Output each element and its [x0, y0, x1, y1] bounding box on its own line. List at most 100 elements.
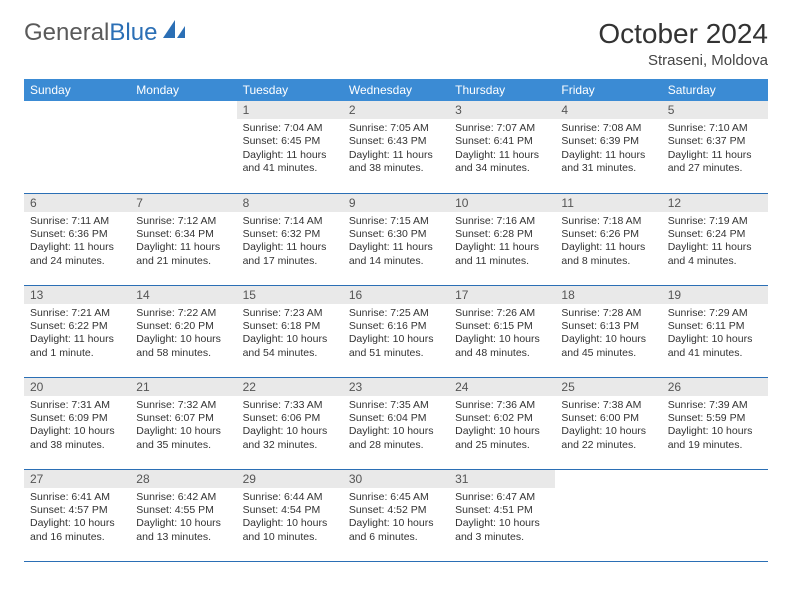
day-info: Sunrise: 7:16 AMSunset: 6:28 PMDaylight:… [449, 212, 555, 273]
day-cell: 23Sunrise: 7:35 AMSunset: 6:04 PMDayligh… [343, 377, 449, 469]
day-info: Sunrise: 7:35 AMSunset: 6:04 PMDaylight:… [343, 396, 449, 457]
weekday-header: Sunday [24, 79, 130, 101]
calendar-row: 13Sunrise: 7:21 AMSunset: 6:22 PMDayligh… [24, 285, 768, 377]
day-number: 15 [237, 286, 343, 304]
day-cell: 31Sunrise: 6:47 AMSunset: 4:51 PMDayligh… [449, 469, 555, 561]
day-number: 3 [449, 101, 555, 119]
empty-cell [24, 101, 130, 193]
day-number: 19 [662, 286, 768, 304]
day-cell: 15Sunrise: 7:23 AMSunset: 6:18 PMDayligh… [237, 285, 343, 377]
day-cell: 5Sunrise: 7:10 AMSunset: 6:37 PMDaylight… [662, 101, 768, 193]
empty-cell [662, 469, 768, 561]
day-number: 2 [343, 101, 449, 119]
day-info: Sunrise: 7:18 AMSunset: 6:26 PMDaylight:… [555, 212, 661, 273]
day-number: 4 [555, 101, 661, 119]
day-number: 21 [130, 378, 236, 396]
day-info: Sunrise: 7:15 AMSunset: 6:30 PMDaylight:… [343, 212, 449, 273]
day-info: Sunrise: 6:45 AMSunset: 4:52 PMDaylight:… [343, 488, 449, 549]
day-number: 27 [24, 470, 130, 488]
day-info: Sunrise: 7:25 AMSunset: 6:16 PMDaylight:… [343, 304, 449, 365]
day-info: Sunrise: 7:33 AMSunset: 6:06 PMDaylight:… [237, 396, 343, 457]
day-cell: 27Sunrise: 6:41 AMSunset: 4:57 PMDayligh… [24, 469, 130, 561]
weekday-header-row: SundayMondayTuesdayWednesdayThursdayFrid… [24, 79, 768, 101]
day-cell: 7Sunrise: 7:12 AMSunset: 6:34 PMDaylight… [130, 193, 236, 285]
weekday-header: Wednesday [343, 79, 449, 101]
day-info: Sunrise: 7:05 AMSunset: 6:43 PMDaylight:… [343, 119, 449, 180]
day-number: 26 [662, 378, 768, 396]
day-info: Sunrise: 7:08 AMSunset: 6:39 PMDaylight:… [555, 119, 661, 180]
weekday-header: Monday [130, 79, 236, 101]
day-info: Sunrise: 7:38 AMSunset: 6:00 PMDaylight:… [555, 396, 661, 457]
day-info: Sunrise: 7:14 AMSunset: 6:32 PMDaylight:… [237, 212, 343, 273]
logo-text-2: Blue [109, 19, 157, 47]
weekday-header: Friday [555, 79, 661, 101]
day-info: Sunrise: 7:11 AMSunset: 6:36 PMDaylight:… [24, 212, 130, 273]
day-cell: 20Sunrise: 7:31 AMSunset: 6:09 PMDayligh… [24, 377, 130, 469]
day-info: Sunrise: 7:32 AMSunset: 6:07 PMDaylight:… [130, 396, 236, 457]
day-info: Sunrise: 6:47 AMSunset: 4:51 PMDaylight:… [449, 488, 555, 549]
day-number: 25 [555, 378, 661, 396]
day-number: 11 [555, 194, 661, 212]
header: GeneralBlue October 2024 Straseni, Moldo… [24, 18, 768, 69]
day-cell: 13Sunrise: 7:21 AMSunset: 6:22 PMDayligh… [24, 285, 130, 377]
day-cell: 10Sunrise: 7:16 AMSunset: 6:28 PMDayligh… [449, 193, 555, 285]
day-info: Sunrise: 7:39 AMSunset: 5:59 PMDaylight:… [662, 396, 768, 457]
day-number: 28 [130, 470, 236, 488]
day-cell: 18Sunrise: 7:28 AMSunset: 6:13 PMDayligh… [555, 285, 661, 377]
day-info: Sunrise: 7:04 AMSunset: 6:45 PMDaylight:… [237, 119, 343, 180]
day-info: Sunrise: 7:31 AMSunset: 6:09 PMDaylight:… [24, 396, 130, 457]
day-cell: 28Sunrise: 6:42 AMSunset: 4:55 PMDayligh… [130, 469, 236, 561]
day-number: 8 [237, 194, 343, 212]
calendar-table: SundayMondayTuesdayWednesdayThursdayFrid… [24, 79, 768, 561]
day-number: 6 [24, 194, 130, 212]
day-number: 29 [237, 470, 343, 488]
day-cell: 11Sunrise: 7:18 AMSunset: 6:26 PMDayligh… [555, 193, 661, 285]
day-cell: 17Sunrise: 7:26 AMSunset: 6:15 PMDayligh… [449, 285, 555, 377]
day-number: 31 [449, 470, 555, 488]
day-number: 7 [130, 194, 236, 212]
logo-sail-icon [161, 18, 189, 47]
page-title: October 2024 [598, 18, 768, 50]
day-number: 14 [130, 286, 236, 304]
day-cell: 21Sunrise: 7:32 AMSunset: 6:07 PMDayligh… [130, 377, 236, 469]
day-number: 17 [449, 286, 555, 304]
day-cell: 19Sunrise: 7:29 AMSunset: 6:11 PMDayligh… [662, 285, 768, 377]
day-cell: 8Sunrise: 7:14 AMSunset: 6:32 PMDaylight… [237, 193, 343, 285]
calendar-row: 27Sunrise: 6:41 AMSunset: 4:57 PMDayligh… [24, 469, 768, 561]
day-number: 12 [662, 194, 768, 212]
day-cell: 9Sunrise: 7:15 AMSunset: 6:30 PMDaylight… [343, 193, 449, 285]
day-number: 22 [237, 378, 343, 396]
day-cell: 2Sunrise: 7:05 AMSunset: 6:43 PMDaylight… [343, 101, 449, 193]
day-info: Sunrise: 7:26 AMSunset: 6:15 PMDaylight:… [449, 304, 555, 365]
day-info: Sunrise: 7:22 AMSunset: 6:20 PMDaylight:… [130, 304, 236, 365]
day-cell: 29Sunrise: 6:44 AMSunset: 4:54 PMDayligh… [237, 469, 343, 561]
empty-cell [130, 101, 236, 193]
logo: GeneralBlue [24, 18, 189, 47]
day-number: 5 [662, 101, 768, 119]
day-cell: 26Sunrise: 7:39 AMSunset: 5:59 PMDayligh… [662, 377, 768, 469]
day-number: 23 [343, 378, 449, 396]
logo-text-1: General [24, 19, 109, 47]
day-cell: 25Sunrise: 7:38 AMSunset: 6:00 PMDayligh… [555, 377, 661, 469]
empty-cell [555, 469, 661, 561]
day-info: Sunrise: 6:42 AMSunset: 4:55 PMDaylight:… [130, 488, 236, 549]
day-info: Sunrise: 7:36 AMSunset: 6:02 PMDaylight:… [449, 396, 555, 457]
day-cell: 3Sunrise: 7:07 AMSunset: 6:41 PMDaylight… [449, 101, 555, 193]
weekday-header: Saturday [662, 79, 768, 101]
day-number: 30 [343, 470, 449, 488]
day-number: 20 [24, 378, 130, 396]
day-info: Sunrise: 7:12 AMSunset: 6:34 PMDaylight:… [130, 212, 236, 273]
day-info: Sunrise: 7:19 AMSunset: 6:24 PMDaylight:… [662, 212, 768, 273]
day-cell: 1Sunrise: 7:04 AMSunset: 6:45 PMDaylight… [237, 101, 343, 193]
calendar-row: 6Sunrise: 7:11 AMSunset: 6:36 PMDaylight… [24, 193, 768, 285]
day-info: Sunrise: 7:21 AMSunset: 6:22 PMDaylight:… [24, 304, 130, 365]
day-cell: 16Sunrise: 7:25 AMSunset: 6:16 PMDayligh… [343, 285, 449, 377]
weekday-header: Tuesday [237, 79, 343, 101]
title-block: October 2024 Straseni, Moldova [598, 18, 768, 69]
day-number: 9 [343, 194, 449, 212]
day-cell: 6Sunrise: 7:11 AMSunset: 6:36 PMDaylight… [24, 193, 130, 285]
day-info: Sunrise: 7:23 AMSunset: 6:18 PMDaylight:… [237, 304, 343, 365]
day-cell: 12Sunrise: 7:19 AMSunset: 6:24 PMDayligh… [662, 193, 768, 285]
day-number: 24 [449, 378, 555, 396]
day-info: Sunrise: 7:28 AMSunset: 6:13 PMDaylight:… [555, 304, 661, 365]
